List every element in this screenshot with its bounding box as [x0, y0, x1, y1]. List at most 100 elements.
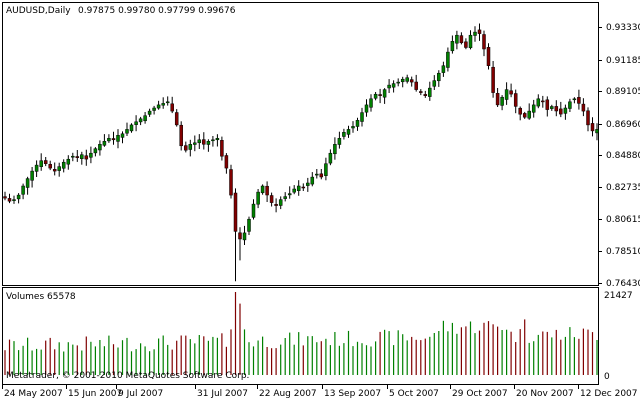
candle-body	[414, 81, 418, 90]
symbol-timeframe: AUDUSD,Daily	[6, 6, 71, 16]
candle-body	[30, 170, 34, 181]
candle-body	[369, 98, 373, 108]
candle-body	[98, 144, 102, 151]
candle-body	[197, 139, 202, 144]
candle-body	[220, 140, 224, 157]
x-tick-label: 9 Jul 2007	[118, 389, 163, 399]
candle-body	[43, 160, 48, 164]
candle-body	[265, 185, 269, 196]
x-tick-label: 5 Oct 2007	[389, 389, 439, 399]
candle-body	[315, 173, 319, 176]
candle-body	[459, 35, 464, 44]
volume-max-label: 21427	[604, 291, 633, 301]
candle-body	[179, 124, 183, 147]
candle-body	[260, 185, 265, 194]
candle-body	[400, 78, 405, 83]
candle-body	[541, 100, 545, 103]
candle-body	[107, 138, 111, 142]
candle-body	[152, 107, 156, 111]
candle-body	[66, 158, 71, 165]
candle-body	[423, 94, 428, 96]
candle-body	[184, 145, 188, 151]
candle-body	[378, 94, 382, 96]
candle-body	[301, 186, 306, 189]
candle-body	[125, 129, 129, 134]
candle-body	[52, 169, 57, 172]
candle-body	[174, 112, 179, 126]
y-tick-label: 0.76430	[606, 279, 640, 289]
x-tick-label: 12 Dec 2007	[580, 389, 638, 399]
y-tick-label: 0.84880	[606, 151, 640, 161]
candle-body	[102, 141, 107, 146]
candle-body	[211, 139, 215, 142]
candle-body	[360, 112, 364, 122]
ohlc-values: 0.97875 0.99780 0.97799 0.99676	[78, 6, 236, 16]
candle-body	[495, 93, 500, 106]
candle-body	[224, 155, 229, 169]
candle-body	[202, 139, 206, 145]
candle-body	[233, 192, 238, 232]
candle-body	[504, 89, 509, 100]
candle-body	[527, 110, 531, 119]
x-tick-label: 29 Oct 2007	[452, 389, 508, 399]
candle-body	[296, 185, 301, 191]
candle-body	[450, 41, 455, 52]
candle-body	[111, 138, 116, 141]
candle-body	[138, 118, 143, 123]
candle-body	[34, 164, 39, 172]
candle-body	[147, 110, 152, 115]
x-tick-label: 13 Sep 2007	[324, 389, 381, 399]
candle-body	[319, 173, 324, 178]
y-tick-label: 0.93330	[606, 23, 640, 33]
candle-body	[559, 108, 563, 115]
candle-body	[577, 97, 581, 104]
candle-body	[193, 142, 197, 145]
x-tick-label: 20 Nov 2007	[516, 389, 574, 399]
candle-body	[396, 81, 400, 84]
candle-body	[531, 104, 536, 113]
main-chart-frame	[2, 2, 599, 286]
candle-body	[509, 90, 513, 95]
candle-body	[287, 193, 292, 196]
candle-body	[473, 31, 477, 36]
candle-body	[278, 199, 283, 206]
candle-body	[446, 51, 450, 68]
candle-body	[215, 138, 220, 141]
candle-body	[283, 196, 287, 199]
candle-body	[238, 232, 242, 240]
candle-body	[269, 195, 274, 203]
y-tick-label: 0.78510	[606, 247, 640, 257]
candle-body	[274, 204, 278, 206]
candle-body	[247, 218, 251, 232]
candle-body	[486, 47, 491, 66]
y-tick-label: 0.91185	[606, 56, 640, 66]
candle-body	[134, 121, 138, 125]
candle-body	[391, 83, 396, 88]
candle-body	[161, 103, 165, 106]
candle-body	[581, 103, 586, 112]
candle-body	[364, 104, 369, 113]
candle-body	[21, 185, 25, 195]
candle-body	[242, 232, 247, 241]
candle-body	[568, 101, 572, 109]
candle-body	[57, 166, 61, 171]
candle-body	[48, 164, 52, 169]
candle-body	[477, 29, 482, 34]
candle-body	[143, 115, 147, 122]
candle-body	[409, 79, 414, 83]
candle-body	[405, 77, 409, 82]
candle-body	[229, 169, 233, 196]
candle-body	[80, 154, 84, 159]
candle-body	[554, 106, 559, 112]
candle-body	[513, 93, 518, 107]
candle-body	[93, 148, 98, 154]
candle-body	[61, 161, 66, 169]
candle-body	[129, 124, 134, 132]
y-tick-label: 0.89105	[606, 87, 640, 97]
candle-body	[518, 107, 522, 115]
candle-body	[455, 34, 459, 44]
volume-bars-layer	[4, 292, 598, 375]
candle-body	[256, 191, 260, 205]
candle-body	[188, 144, 193, 150]
